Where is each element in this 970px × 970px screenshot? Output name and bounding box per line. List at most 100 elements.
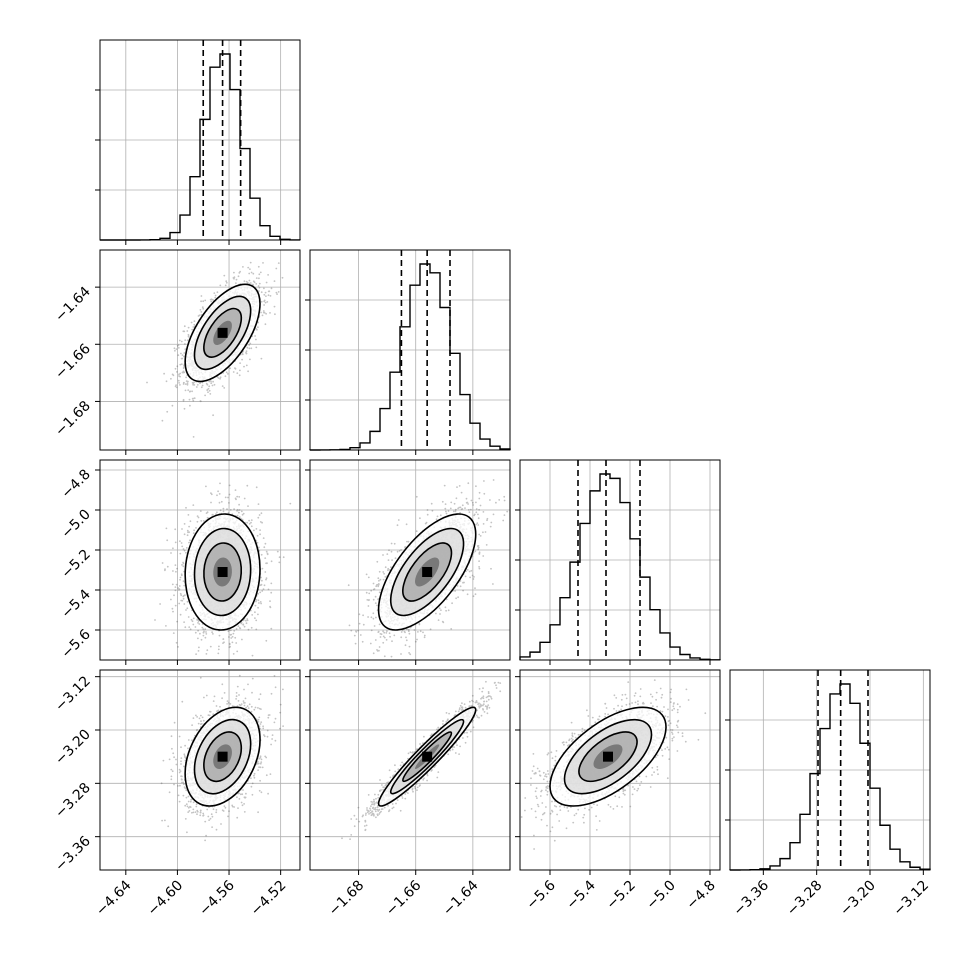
sample-point: [154, 619, 156, 621]
sample-point: [249, 342, 252, 345]
sample-point: [212, 633, 214, 635]
sample-point: [187, 326, 190, 329]
sample-point: [249, 261, 252, 264]
sample-point: [191, 397, 194, 400]
sample-point: [236, 372, 239, 375]
sample-point: [235, 498, 237, 501]
sample-point: [202, 628, 205, 630]
sample-point: [254, 617, 256, 619]
sample-point: [187, 333, 190, 336]
sample-point: [231, 635, 234, 638]
sample-point: [206, 516, 209, 519]
sample-point: [213, 292, 216, 294]
sample-point: [184, 348, 187, 351]
sample-point: [176, 344, 179, 347]
sample-point: [266, 301, 269, 303]
sample-point: [210, 493, 213, 496]
sample-point: [429, 628, 432, 631]
sample-point: [258, 514, 261, 516]
sample-point: [265, 562, 267, 565]
sample-point: [192, 383, 195, 386]
sample-point: [235, 642, 238, 644]
sample-point: [262, 310, 265, 312]
sample-point: [199, 400, 202, 402]
sample-point: [245, 351, 247, 354]
sample-point: [445, 512, 448, 515]
sample-point: [232, 632, 235, 635]
sample-point: [377, 583, 380, 586]
sample-point: [441, 620, 444, 623]
sample-point: [245, 622, 248, 625]
sample-point: [179, 540, 181, 543]
sample-point: [165, 380, 168, 383]
sample-point: [477, 546, 480, 549]
sample-point: [239, 627, 242, 630]
sample-point: [223, 641, 225, 644]
sample-point: [164, 568, 166, 571]
sample-point: [232, 277, 235, 279]
sample-point: [189, 404, 191, 407]
sample-point: [256, 328, 258, 331]
sample-point: [247, 370, 250, 373]
sample-point: [177, 379, 180, 382]
sample-point: [415, 530, 418, 533]
sample-point: [246, 484, 249, 487]
sample-point: [170, 598, 172, 601]
sample-point: [264, 571, 267, 573]
sample-point: [257, 265, 260, 268]
sample-point: [185, 380, 188, 382]
sample-point: [233, 271, 235, 274]
sample-point: [176, 371, 178, 373]
sample-point: [258, 277, 260, 280]
sample-point: [405, 639, 408, 642]
sample-point: [170, 552, 172, 554]
sample-point: [252, 280, 255, 283]
sample-point: [204, 628, 207, 631]
sample-point: [258, 602, 260, 604]
sample-point: [197, 629, 200, 632]
sample-point: [472, 578, 475, 580]
sample-point: [208, 389, 211, 392]
sample-point: [212, 298, 214, 301]
sample-point: [264, 557, 267, 559]
sample-point: [388, 569, 391, 571]
sample-point: [269, 600, 271, 602]
scatter-panel-2-1: [305, 459, 511, 665]
sample-point: [228, 502, 230, 504]
sample-point: [235, 278, 238, 281]
sample-point: [263, 546, 266, 549]
sample-point: [264, 323, 267, 326]
sample-point: [172, 610, 174, 613]
sample-point: [210, 300, 213, 303]
sample-point: [226, 373, 229, 375]
sample-point: [183, 533, 186, 536]
sample-point: [246, 281, 249, 284]
sample-point: [221, 385, 224, 387]
sample-point: [174, 564, 177, 566]
sample-point: [186, 339, 189, 342]
sample-point: [236, 509, 239, 512]
sample-point: [255, 628, 258, 631]
sample-point: [227, 630, 230, 633]
sample-point: [175, 384, 178, 386]
sample-point: [234, 367, 237, 370]
sample-point: [179, 552, 182, 555]
sample-point: [200, 520, 203, 522]
sample-point: [197, 650, 200, 652]
sample-point: [241, 352, 244, 354]
sample-point: [186, 383, 189, 386]
sample-point: [264, 542, 267, 545]
sample-point: [187, 335, 190, 338]
sample-point: [159, 603, 162, 605]
sample-point: [388, 632, 391, 635]
sample-point: [188, 541, 190, 544]
sample-point: [477, 548, 480, 551]
sample-point: [196, 619, 199, 621]
sample-point: [254, 611, 256, 614]
sample-point: [182, 548, 185, 550]
sample-point: [389, 635, 391, 638]
sample-point: [265, 550, 268, 553]
sample-point: [178, 588, 181, 591]
sample-point: [258, 273, 261, 276]
sample-point: [243, 365, 245, 368]
